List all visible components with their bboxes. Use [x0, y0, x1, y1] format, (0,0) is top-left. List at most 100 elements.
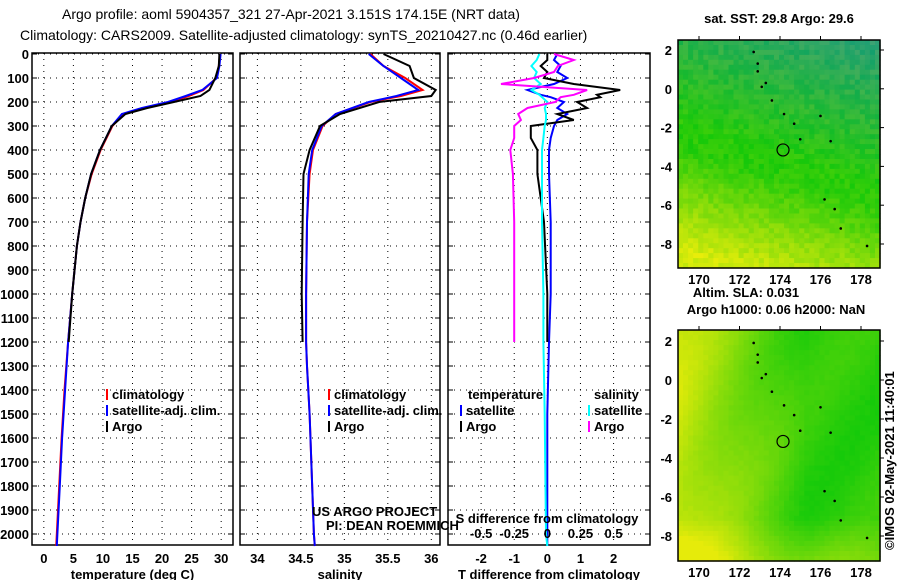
map-cell	[824, 258, 831, 264]
map-cell	[779, 420, 785, 427]
map-cell	[693, 253, 699, 259]
map-cell	[844, 330, 851, 336]
map-cell	[683, 154, 689, 160]
island-marker	[819, 406, 822, 409]
map-cell	[799, 40, 805, 46]
map-cell	[804, 525, 810, 532]
map-cell	[824, 173, 831, 180]
x-tick-label: -1	[508, 551, 520, 566]
map-cell	[779, 410, 785, 416]
map-cell	[824, 540, 831, 547]
map-cell	[829, 515, 836, 522]
map-cell	[693, 183, 699, 190]
map-cell	[869, 405, 876, 411]
map-cell	[779, 144, 785, 150]
map-cell	[703, 94, 709, 101]
map-cell	[708, 390, 714, 396]
map-cell	[809, 400, 815, 406]
map-cell	[864, 515, 871, 522]
map-cell	[688, 188, 694, 195]
map-cell	[824, 520, 831, 527]
map-cell	[834, 94, 841, 101]
map-cell	[834, 330, 841, 336]
map-cell	[678, 340, 684, 346]
map-cell	[809, 480, 815, 487]
map-cell	[708, 154, 714, 160]
map-cell	[758, 64, 765, 71]
map-cell	[829, 104, 836, 110]
map-cell	[703, 203, 709, 210]
map-cell	[854, 114, 861, 120]
map-cell	[678, 119, 684, 125]
map-cell	[723, 114, 730, 120]
map-cell	[779, 400, 785, 406]
map-cell	[824, 178, 831, 185]
map-cell	[698, 551, 704, 557]
map-cell	[859, 340, 866, 346]
map-cell	[733, 430, 740, 437]
map-cell	[829, 223, 836, 229]
map-cell	[703, 500, 709, 507]
map-cell	[779, 119, 785, 125]
map-cell	[718, 470, 725, 477]
map-cell	[733, 505, 740, 512]
map-cell	[698, 218, 704, 224]
map-cell	[859, 124, 866, 130]
map-cell	[758, 415, 765, 422]
map-cell	[844, 345, 851, 351]
map-cell	[733, 213, 740, 220]
map-cell	[854, 470, 861, 477]
map-cell	[849, 500, 856, 507]
map-cell	[859, 515, 866, 522]
map-cell	[728, 505, 735, 512]
map-cell	[748, 545, 755, 552]
map-cell	[804, 460, 810, 467]
map-cell	[738, 134, 745, 140]
map-cell	[834, 500, 841, 507]
map-cell	[809, 188, 815, 195]
map-cell	[834, 470, 841, 477]
map-cell	[678, 545, 684, 552]
map-cell	[758, 208, 765, 215]
map-cell	[763, 45, 770, 51]
map-cell	[794, 375, 800, 381]
map-cell	[824, 410, 831, 416]
map-cell	[748, 59, 755, 66]
map-cell	[784, 119, 790, 125]
map-cell	[733, 410, 740, 416]
map-cell	[854, 395, 861, 401]
legend-swatch	[106, 405, 108, 416]
map-cell	[728, 400, 735, 406]
map-cell	[849, 415, 856, 422]
map-cell	[794, 370, 800, 376]
map-cell	[829, 380, 836, 386]
map-cell	[738, 430, 745, 437]
map-cell	[864, 144, 871, 150]
map-cell	[703, 490, 709, 497]
map-cell	[875, 233, 881, 239]
map-cell	[844, 440, 851, 447]
map-cell	[728, 410, 735, 416]
map-cell	[768, 365, 775, 371]
map-cell	[718, 233, 725, 239]
map-cell	[683, 144, 689, 150]
map-cell	[723, 405, 730, 411]
map-cell	[733, 551, 740, 557]
map-cell	[784, 258, 790, 264]
map-cell	[728, 475, 735, 482]
map-cell	[839, 505, 846, 512]
map-cell	[713, 475, 720, 482]
map-cell	[748, 390, 755, 396]
map-cell	[733, 134, 740, 140]
map-cell	[688, 218, 694, 224]
map-cell	[728, 144, 735, 150]
map-cell	[869, 435, 876, 442]
map-cell	[733, 455, 740, 462]
map-cell	[738, 460, 745, 467]
map-cell	[794, 263, 800, 269]
map-cell	[824, 485, 831, 492]
map-cell	[708, 208, 714, 215]
map-cell	[819, 556, 826, 562]
map-cell	[743, 360, 750, 366]
map-cell	[768, 540, 775, 547]
